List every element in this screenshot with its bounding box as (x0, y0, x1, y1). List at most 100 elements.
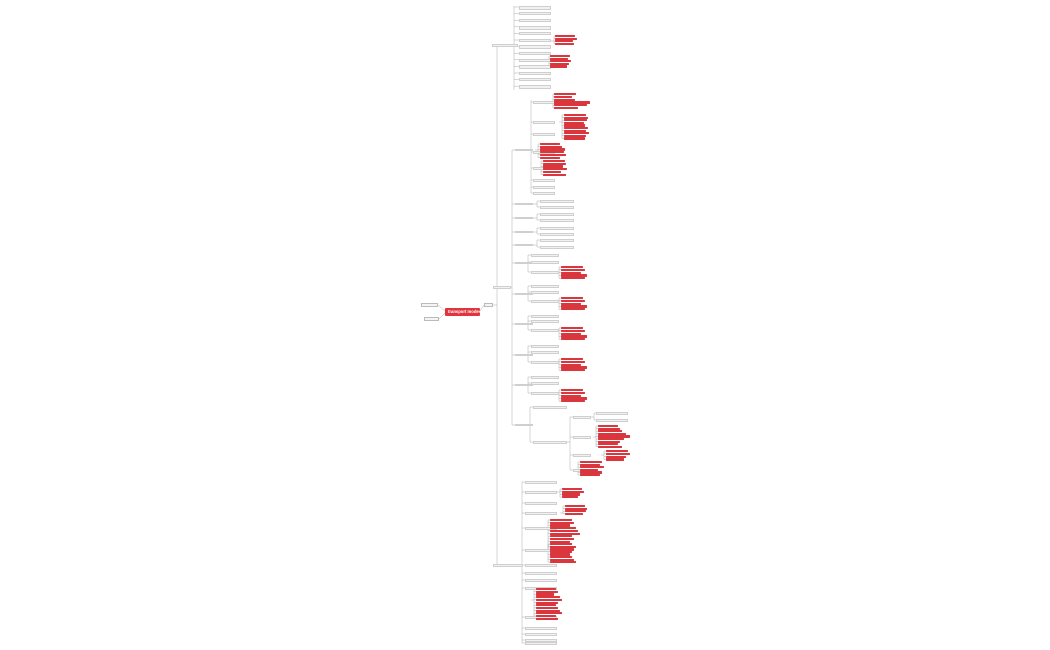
section-topic[interactable] (515, 230, 533, 234)
subtopic-node[interactable] (531, 253, 559, 258)
redacted-topic[interactable] (554, 101, 590, 104)
redacted-topic[interactable] (580, 471, 602, 474)
redacted-topic[interactable] (606, 452, 630, 455)
redacted-topic[interactable] (554, 98, 575, 101)
redacted-topic[interactable] (554, 93, 576, 96)
redacted-topic[interactable] (561, 358, 583, 361)
section-topic[interactable] (515, 216, 533, 220)
redacted-topic[interactable] (536, 606, 558, 610)
branch-topic-1[interactable] (492, 44, 518, 47)
subtopic-node[interactable] (531, 314, 559, 319)
redacted-topic[interactable] (580, 463, 600, 466)
subtopic-node[interactable] (519, 12, 551, 16)
redacted-topic[interactable] (564, 116, 588, 119)
redacted-topic[interactable] (606, 455, 626, 458)
subtopic-node[interactable] (519, 38, 551, 42)
redacted-topic[interactable] (550, 529, 578, 532)
redacted-topic[interactable] (598, 432, 626, 435)
redacted-topic[interactable] (564, 124, 585, 127)
redacted-topic[interactable] (598, 440, 620, 443)
section-topic[interactable] (515, 243, 533, 247)
subtopic-node[interactable] (525, 638, 557, 642)
section-topic[interactable] (515, 423, 533, 427)
redacted-topic[interactable] (555, 40, 573, 43)
redacted-topic[interactable] (550, 556, 572, 559)
redacted-topic[interactable] (555, 37, 577, 40)
redacted-topic[interactable] (606, 458, 624, 461)
redacted-topic[interactable] (598, 443, 618, 446)
redacted-topic[interactable] (554, 95, 572, 98)
subtopic-node[interactable] (531, 391, 559, 396)
redacted-topic[interactable] (565, 505, 585, 508)
redacted-topic[interactable] (550, 519, 572, 522)
subtopic-node[interactable] (525, 511, 557, 515)
redacted-topic[interactable] (565, 510, 586, 513)
subtopic-node[interactable] (533, 185, 555, 190)
left-topic-2[interactable] (424, 317, 439, 321)
subtopic-node[interactable] (540, 218, 574, 223)
subtopic-node[interactable] (531, 360, 559, 365)
redacted-topic[interactable] (561, 297, 583, 300)
subtopic-node[interactable] (533, 100, 555, 105)
redacted-topic[interactable] (598, 445, 622, 448)
subtopic-node[interactable] (531, 270, 559, 275)
subtopic-node[interactable] (573, 453, 591, 457)
redacted-topic[interactable] (562, 493, 580, 496)
redacted-topic[interactable] (550, 532, 580, 535)
redacted-topic[interactable] (564, 121, 584, 124)
redacted-topic[interactable] (562, 490, 584, 493)
subtopic-node[interactable] (531, 344, 559, 349)
redacted-topic[interactable] (561, 277, 585, 280)
branch-topic-3[interactable] (493, 564, 523, 567)
redacted-topic[interactable] (536, 596, 560, 599)
redacted-topic[interactable] (550, 558, 574, 561)
redacted-topic[interactable] (543, 173, 566, 176)
redacted-topic[interactable] (580, 468, 598, 471)
redacted-topic[interactable] (561, 332, 581, 335)
redacted-topic[interactable] (561, 329, 585, 332)
subtopic-node[interactable] (531, 381, 559, 386)
redacted-topic[interactable] (555, 35, 575, 38)
redacted-topic[interactable] (550, 550, 572, 553)
subtopic-node[interactable] (540, 226, 574, 231)
subtopic-node[interactable] (531, 375, 559, 380)
subtopic-node[interactable] (519, 25, 551, 30)
subtopic-node[interactable] (519, 5, 551, 10)
subtopic-node[interactable] (531, 284, 559, 289)
redacted-topic[interactable] (580, 466, 604, 469)
redacted-topic[interactable] (606, 450, 628, 453)
redacted-topic[interactable] (561, 366, 587, 369)
left-topic-1[interactable] (421, 303, 438, 307)
redacted-topic[interactable] (580, 474, 600, 477)
redacted-topic[interactable] (536, 598, 562, 601)
redacted-topic[interactable] (550, 55, 570, 58)
subtopic-node[interactable] (533, 132, 555, 137)
subtopic-node[interactable] (540, 245, 574, 250)
redacted-topic[interactable] (561, 391, 585, 394)
redacted-topic[interactable] (564, 119, 587, 122)
subtopic-node[interactable] (525, 641, 557, 645)
subtopic-node[interactable] (519, 18, 551, 22)
redacted-topic[interactable] (550, 540, 570, 543)
subtopic-node[interactable] (533, 440, 567, 445)
redacted-topic[interactable] (561, 369, 585, 372)
redacted-topic[interactable] (543, 160, 565, 163)
redacted-topic[interactable] (550, 527, 576, 530)
redacted-topic[interactable] (554, 104, 587, 107)
subtopic-node[interactable] (540, 238, 574, 243)
subtopic-node[interactable] (540, 205, 574, 210)
subtopic-node[interactable] (573, 435, 591, 439)
redacted-topic[interactable] (561, 266, 583, 269)
redacted-topic[interactable] (550, 535, 572, 538)
redacted-topic[interactable] (550, 521, 574, 524)
subtopic-node[interactable] (531, 290, 559, 295)
redacted-topic[interactable] (543, 162, 566, 165)
section-topic[interactable] (515, 292, 533, 296)
subtopic-node[interactable] (525, 480, 557, 484)
redacted-topic[interactable] (598, 425, 618, 428)
redacted-topic[interactable] (561, 363, 581, 366)
redacted-topic[interactable] (561, 394, 581, 397)
redacted-topic[interactable] (550, 524, 570, 527)
redacted-topic[interactable] (550, 62, 569, 65)
redacted-topic[interactable] (564, 134, 586, 137)
